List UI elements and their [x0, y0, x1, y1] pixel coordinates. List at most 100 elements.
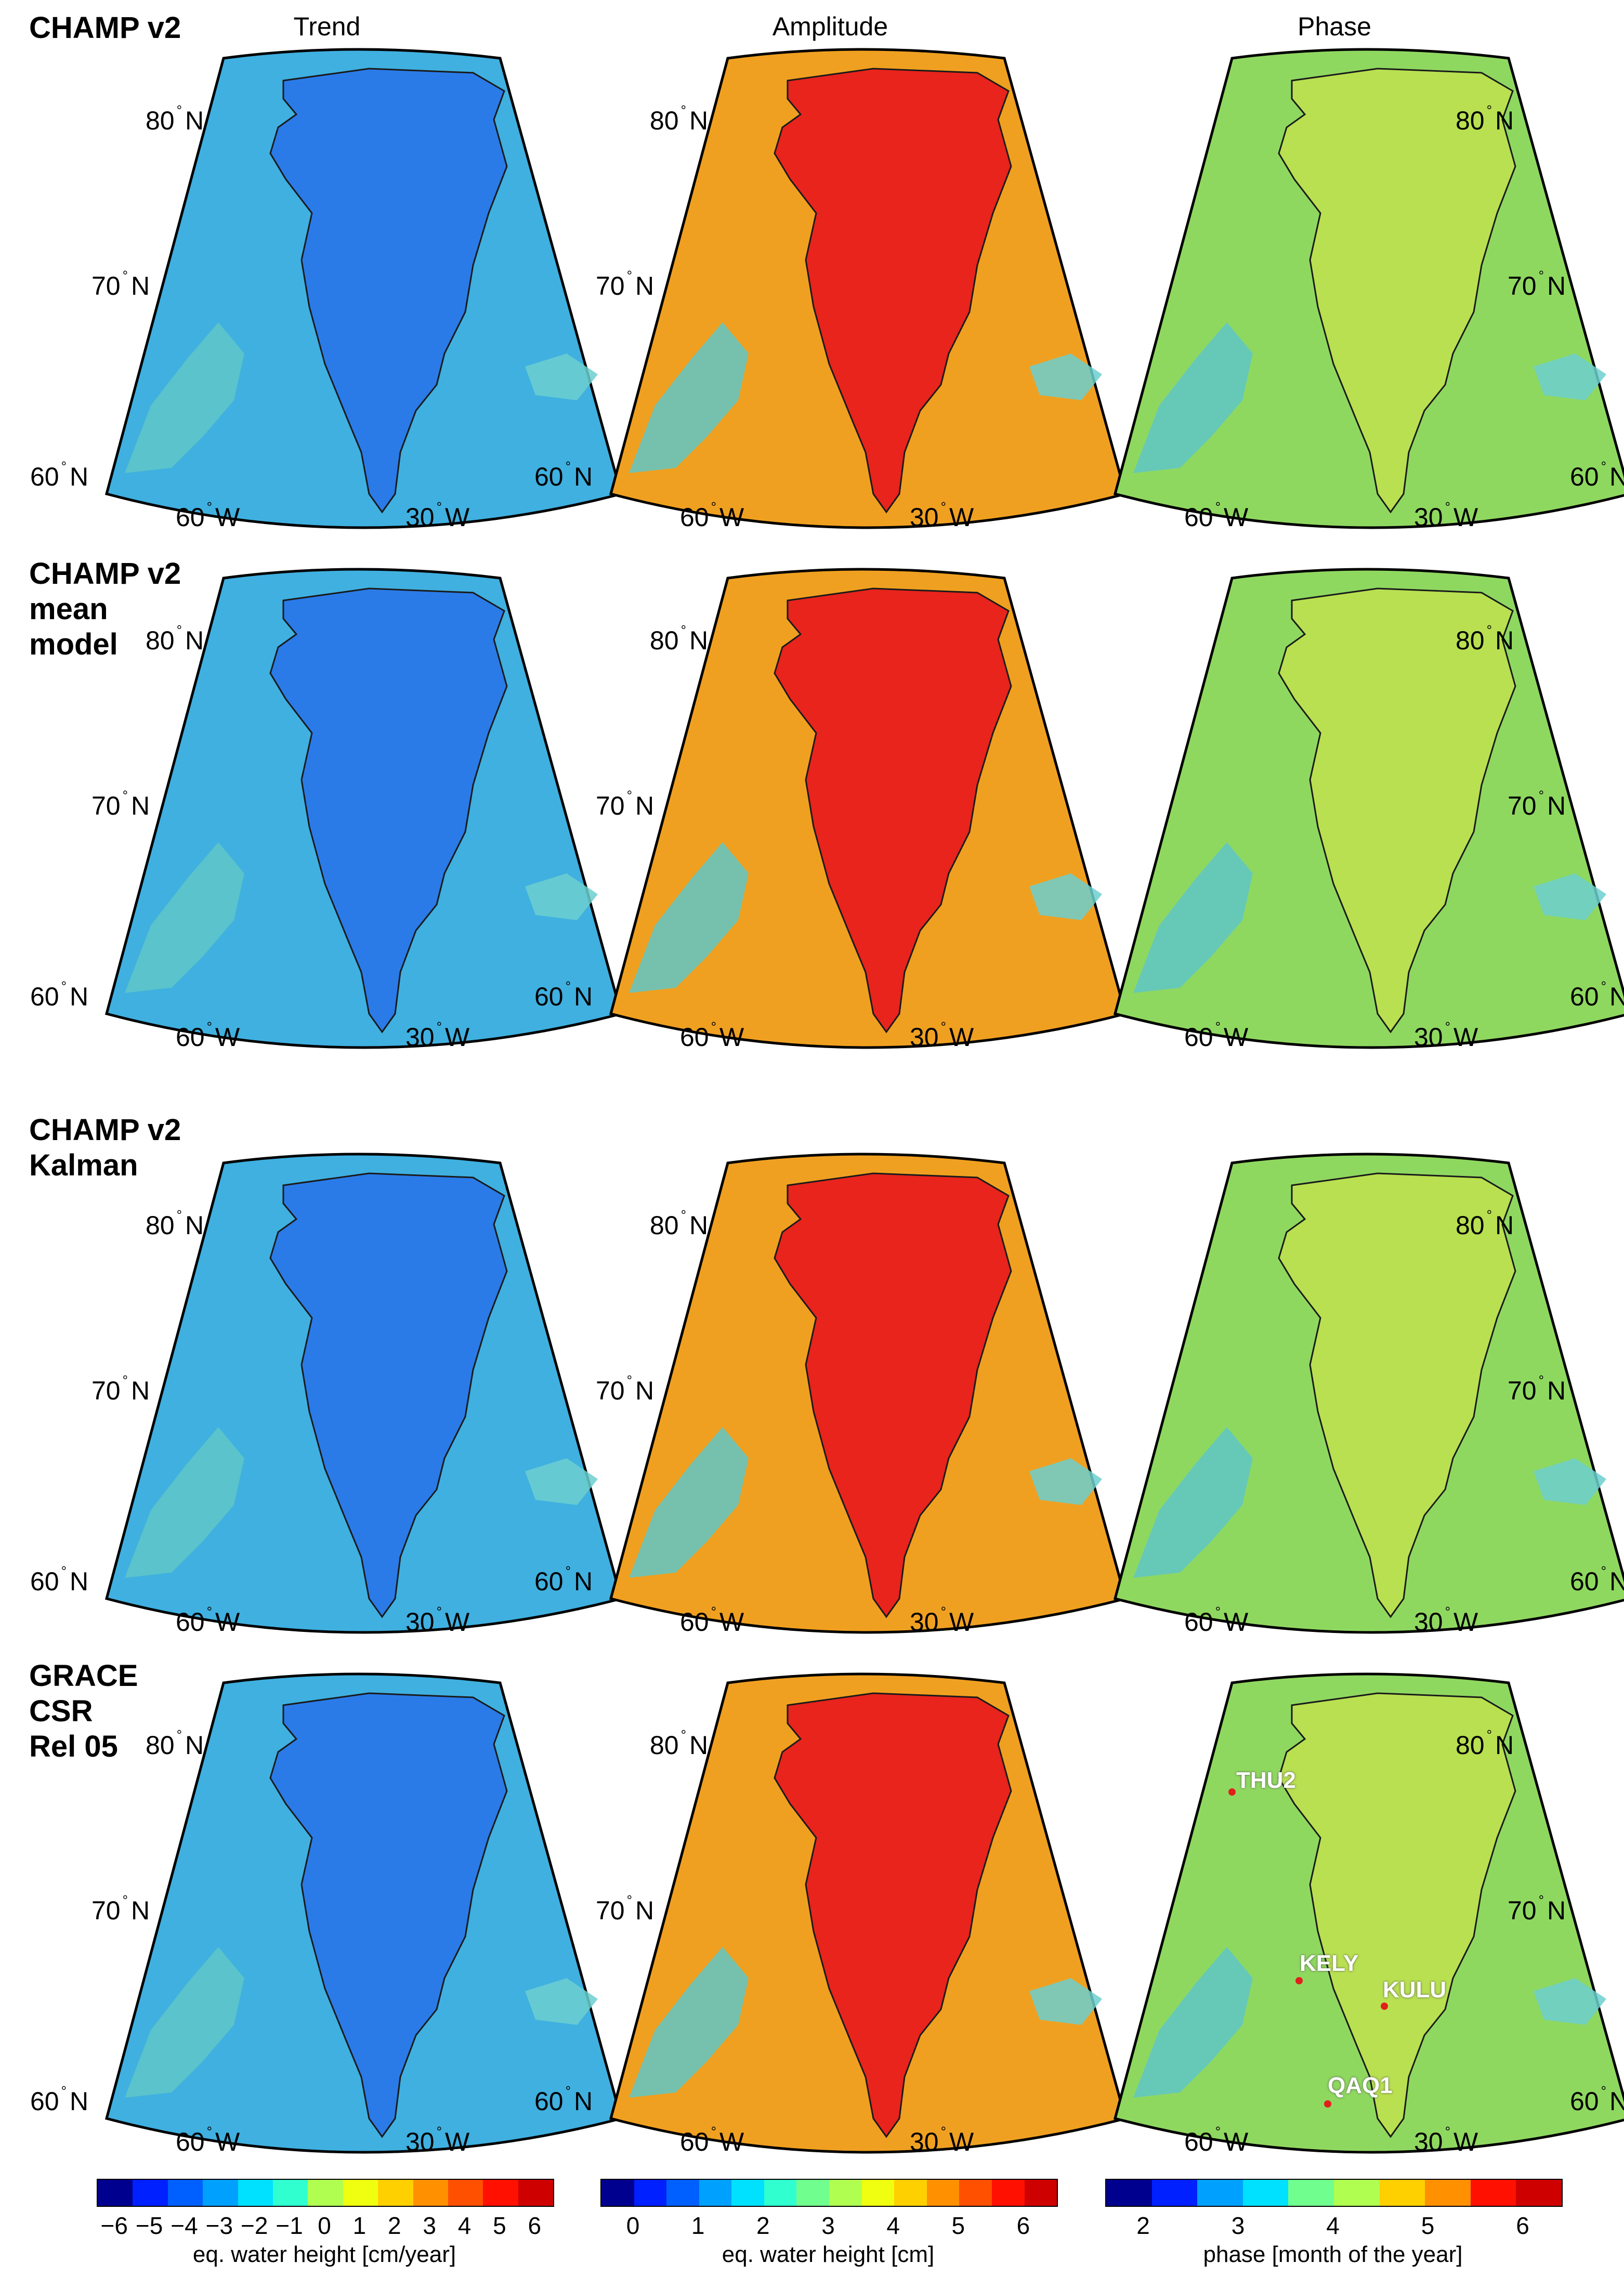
- colorbar-segment: [731, 2180, 764, 2206]
- colorbar-tick: 2: [387, 2212, 401, 2239]
- lat-label-70n: 70 ° N: [596, 1892, 654, 1925]
- lat-label-60n: 60 ° N: [1570, 2083, 1624, 2116]
- colorbar-segment: [133, 2180, 168, 2206]
- station-label-kulu: KULU: [1383, 1977, 1447, 2003]
- lat-label-60n: 60 ° N: [1570, 459, 1624, 491]
- colorbar-segment: [699, 2180, 732, 2206]
- lat-label-60n: 60 ° N: [1570, 978, 1624, 1011]
- colorbar-segment: [203, 2180, 238, 2206]
- lon-label-30w: 30 ° W: [405, 1604, 470, 1637]
- colorbar-segment: [378, 2180, 413, 2206]
- lon-label-30w: 30 ° W: [1414, 2124, 1478, 2156]
- lon-label-60w: 60 ° W: [680, 2124, 744, 2156]
- colorbar-tick: −4: [171, 2212, 198, 2239]
- lon-label-60w: 60 ° W: [680, 1604, 744, 1637]
- colorbar-segment: [894, 2180, 927, 2206]
- column-title-amplitude: Amplitude: [772, 12, 888, 41]
- colorbar-segment: [601, 2180, 634, 2206]
- colorbar-tick: −1: [276, 2212, 303, 2239]
- lat-label-60n: 60 ° N: [30, 459, 89, 491]
- column-title-phase: Phase: [1298, 12, 1371, 41]
- map-phase-champ-v2-kalman: [1009, 1146, 1624, 1666]
- lat-label-80n: 80 ° N: [650, 622, 709, 655]
- lon-label-60w: 60 ° W: [680, 1019, 744, 1052]
- lat-label-60n: 60 ° N: [1570, 1563, 1624, 1596]
- lat-label-60n: 60 ° N: [30, 1563, 89, 1596]
- lat-label-60n: 60 ° N: [534, 1563, 593, 1596]
- colorbar-segment: [861, 2180, 895, 2206]
- map-amplitude-grace-csr-rel05: [504, 1666, 1128, 2186]
- map-trend-champ-v2: [0, 42, 623, 561]
- row-label-grace-csr-rel05: GRACE CSR Rel 05: [29, 1659, 138, 1763]
- lat-label-70n: 70 ° N: [1508, 1892, 1566, 1925]
- colorbar-tick: −2: [240, 2212, 268, 2239]
- colorbar-segment: [1242, 2180, 1289, 2206]
- lat-label-80n: 80 ° N: [1456, 102, 1514, 135]
- lat-label-60n: 60 ° N: [30, 2083, 89, 2116]
- colorbar-tick: 6: [1016, 2212, 1030, 2239]
- lat-label-60n: 60 ° N: [30, 978, 89, 1011]
- colorbar-segment: [1470, 2180, 1516, 2206]
- colorbar-segment: [829, 2180, 862, 2206]
- lon-label-60w: 60 ° W: [176, 1604, 240, 1637]
- colorbar-phase: [1105, 2179, 1563, 2207]
- colorbar-segment: [483, 2180, 518, 2206]
- map-phase-champ-v2: [1009, 42, 1624, 561]
- colorbar-tick: 4: [886, 2212, 900, 2239]
- colorbar-segment: [666, 2180, 699, 2206]
- lat-label-80n: 80 ° N: [146, 1727, 204, 1760]
- row-label-champ-v2-mean-model: CHAMP v2 mean model: [29, 557, 181, 661]
- lat-label-80n: 80 ° N: [650, 1727, 709, 1760]
- lon-label-30w: 30 ° W: [910, 1604, 974, 1637]
- lon-label-30w: 30 ° W: [405, 1019, 470, 1052]
- station-label-qaq1: QAQ1: [1328, 2073, 1393, 2098]
- colorbar-tick: 3: [821, 2212, 835, 2239]
- station-label-kely: KELY: [1300, 1951, 1359, 1976]
- lat-label-80n: 80 ° N: [650, 1207, 709, 1240]
- lat-label-70n: 70 ° N: [596, 268, 654, 300]
- colorbar-segment: [1024, 2180, 1057, 2206]
- lat-label-60n: 60 ° N: [534, 2083, 593, 2116]
- lat-label-80n: 80 ° N: [146, 102, 204, 135]
- colorbar-segment: [1106, 2180, 1152, 2206]
- lat-label-80n: 80 ° N: [146, 622, 204, 655]
- colorbar-tick: 4: [457, 2212, 472, 2239]
- lon-label-30w: 30 ° W: [1414, 499, 1478, 532]
- lat-label-80n: 80 ° N: [1456, 1727, 1514, 1760]
- lat-label-70n: 70 ° N: [91, 788, 150, 820]
- colorbar-tick: 6: [528, 2212, 542, 2239]
- lon-label-30w: 30 ° W: [405, 2124, 470, 2156]
- colorbar-tick: −3: [205, 2212, 233, 2239]
- colorbar-tick: 2: [756, 2212, 770, 2239]
- colorbar-tick: 3: [423, 2212, 436, 2239]
- map-amplitude-champ-v2-kalman: [504, 1146, 1128, 1666]
- lat-label-60n: 60 ° N: [534, 459, 593, 491]
- lon-label-60w: 60 ° W: [176, 499, 240, 532]
- colorbar-tick: −5: [135, 2212, 163, 2239]
- colorbar-segment: [926, 2180, 960, 2206]
- lat-label-80n: 80 ° N: [1456, 622, 1514, 655]
- lon-label-60w: 60 ° W: [176, 1019, 240, 1052]
- station-marker-kely: [1295, 1977, 1303, 1984]
- colorbar-segment: [448, 2180, 483, 2206]
- colorbar-segment: [1425, 2180, 1471, 2206]
- lon-label-60w: 60 ° W: [1184, 1604, 1249, 1637]
- lat-label-70n: 70 ° N: [1508, 268, 1566, 300]
- lon-label-60w: 60 ° W: [680, 499, 744, 532]
- map-trend-champ-v2-mean-model: [0, 561, 623, 1081]
- colorbar-segment: [1151, 2180, 1198, 2206]
- colorbar-tick: −6: [100, 2212, 128, 2239]
- lat-label-70n: 70 ° N: [91, 1372, 150, 1405]
- colorbar-label-phase: phase [month of the year]: [1203, 2242, 1463, 2267]
- colorbar-segment: [308, 2180, 343, 2206]
- map-phase-champ-v2-mean-model: [1009, 561, 1624, 1081]
- colorbar-tick: 0: [318, 2212, 331, 2239]
- lon-label-30w: 30 ° W: [910, 2124, 974, 2156]
- lat-label-70n: 70 ° N: [596, 788, 654, 820]
- lon-label-30w: 30 ° W: [910, 499, 974, 532]
- lon-label-30w: 30 ° W: [1414, 1604, 1478, 1637]
- colorbar-segment: [238, 2180, 273, 2206]
- colorbar-tick: 0: [626, 2212, 640, 2239]
- lon-label-30w: 30 ° W: [910, 1019, 974, 1052]
- colorbar-segment: [634, 2180, 667, 2206]
